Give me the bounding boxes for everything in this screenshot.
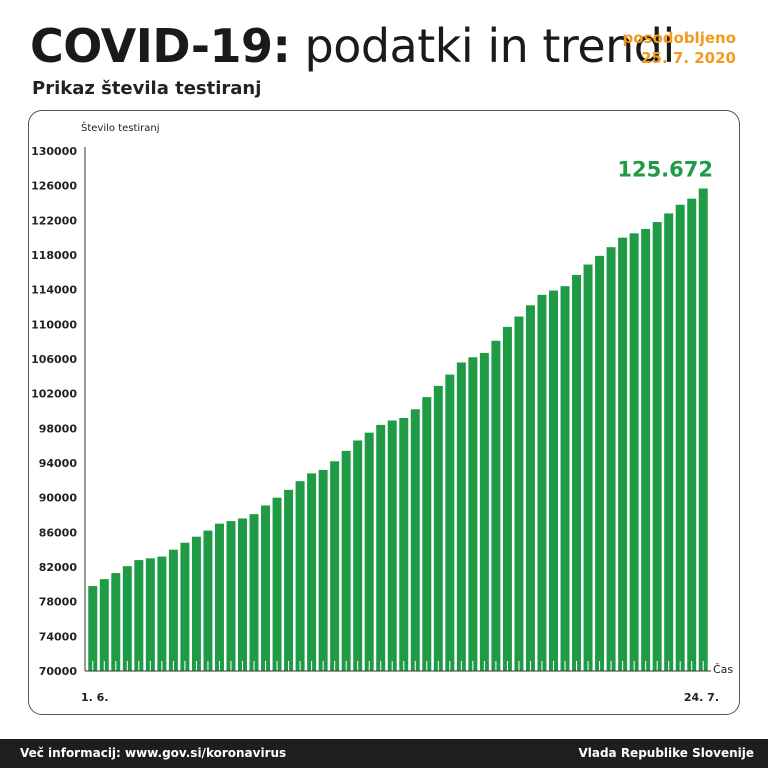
- y-tick-label: 98000: [39, 422, 78, 435]
- bar: [249, 514, 259, 671]
- latest-value-label: 125.672: [617, 158, 713, 182]
- bar: [514, 316, 524, 671]
- publisher-label: Vlada Republike Slovenije: [578, 746, 754, 760]
- bar: [606, 247, 616, 671]
- y-tick-label: 78000: [39, 596, 78, 609]
- bar: [111, 573, 121, 671]
- bar: [157, 556, 167, 671]
- bar: [502, 326, 512, 671]
- bar: [191, 536, 201, 671]
- bar: [330, 461, 340, 671]
- x-start-label: 1. 6.: [81, 691, 109, 704]
- bar: [284, 489, 294, 671]
- bar: [422, 397, 432, 671]
- bar: [261, 505, 271, 671]
- y-tick-label: 130000: [31, 145, 77, 158]
- y-tick-label: 82000: [39, 561, 78, 574]
- bar: [652, 222, 662, 671]
- bar: [525, 305, 535, 671]
- bar: [664, 213, 674, 671]
- bar: [180, 542, 190, 671]
- bar: [295, 481, 305, 671]
- bar: [479, 352, 489, 671]
- footer: Več informacij: www.gov.si/koronavirus V…: [0, 739, 768, 768]
- bar: [168, 549, 178, 671]
- bar: [272, 497, 282, 671]
- bar: [537, 294, 547, 671]
- bar: [214, 523, 224, 671]
- bar: [88, 586, 98, 671]
- bar: [353, 440, 363, 671]
- updated-date: 25. 7. 2020: [641, 49, 736, 67]
- y-tick-label: 110000: [31, 318, 77, 331]
- bar: [122, 566, 132, 671]
- bar: [145, 558, 155, 671]
- bar: [364, 432, 374, 671]
- bar: [387, 420, 397, 671]
- y-tick-label: 126000: [31, 180, 77, 193]
- bar: [238, 518, 247, 671]
- bar: [687, 198, 697, 672]
- x-end-label: 24. 7.: [684, 691, 719, 704]
- bar: [99, 579, 109, 671]
- bar: [226, 521, 236, 671]
- bar: [491, 340, 501, 671]
- chart-subtitle: Prikaz števila testiranj: [32, 78, 262, 99]
- bars: [88, 188, 708, 672]
- bar: [376, 424, 386, 671]
- bar: [595, 255, 605, 671]
- bar: [318, 469, 328, 671]
- y-tick-label: 102000: [31, 388, 77, 401]
- bar: [433, 385, 443, 671]
- more-info-link[interactable]: Več informacij: www.gov.si/koronavirus: [20, 746, 287, 760]
- bar: [641, 229, 651, 671]
- x-axis-ticks: [92, 661, 704, 671]
- updated-label: posodobljeno: [622, 29, 737, 47]
- x-axis-label: Čas: [713, 663, 733, 676]
- bar: [629, 233, 639, 671]
- bar: [445, 374, 455, 671]
- y-tick-label: 118000: [31, 249, 77, 262]
- chart-panel: 70000 74000 78000 82000 86000 90000 94000 98000…: [28, 110, 740, 715]
- page-title: COVID-19: podatki in trendi: [30, 18, 675, 74]
- bar: [468, 357, 478, 671]
- bar-chart: 70000 74000 78000 82000 86000 90000 94000 98000…: [31, 121, 733, 704]
- bar: [560, 286, 570, 671]
- bar: [549, 290, 558, 671]
- y-tick-label: 106000: [31, 353, 77, 366]
- y-tick-label: 74000: [39, 630, 78, 643]
- y-tick-label: 70000: [39, 665, 78, 678]
- bar: [675, 204, 685, 671]
- bar: [456, 362, 466, 671]
- title-bold: COVID-19:: [30, 19, 291, 73]
- y-tick-label: 114000: [31, 284, 77, 297]
- y-tick-label: 90000: [39, 492, 78, 505]
- bar: [583, 264, 593, 671]
- bar: [410, 409, 420, 671]
- bar: [134, 560, 144, 671]
- bar: [618, 237, 628, 672]
- bar: [203, 530, 213, 671]
- bar: [572, 274, 582, 671]
- bar: [341, 450, 351, 671]
- y-axis-label: Število testiranj: [81, 121, 160, 134]
- updated-info: posodobljeno 25. 7. 2020: [623, 28, 737, 68]
- y-axis-labels: 70000 74000 78000 82000 86000 90000 94000 98000…: [31, 145, 77, 678]
- y-tick-label: 86000: [39, 526, 78, 539]
- bar: [307, 473, 317, 671]
- y-tick-label: 122000: [31, 214, 77, 227]
- title-rest: podatki in trendi: [304, 19, 676, 73]
- bar: [399, 417, 409, 671]
- bar: [698, 188, 708, 671]
- y-tick-label: 94000: [39, 457, 78, 470]
